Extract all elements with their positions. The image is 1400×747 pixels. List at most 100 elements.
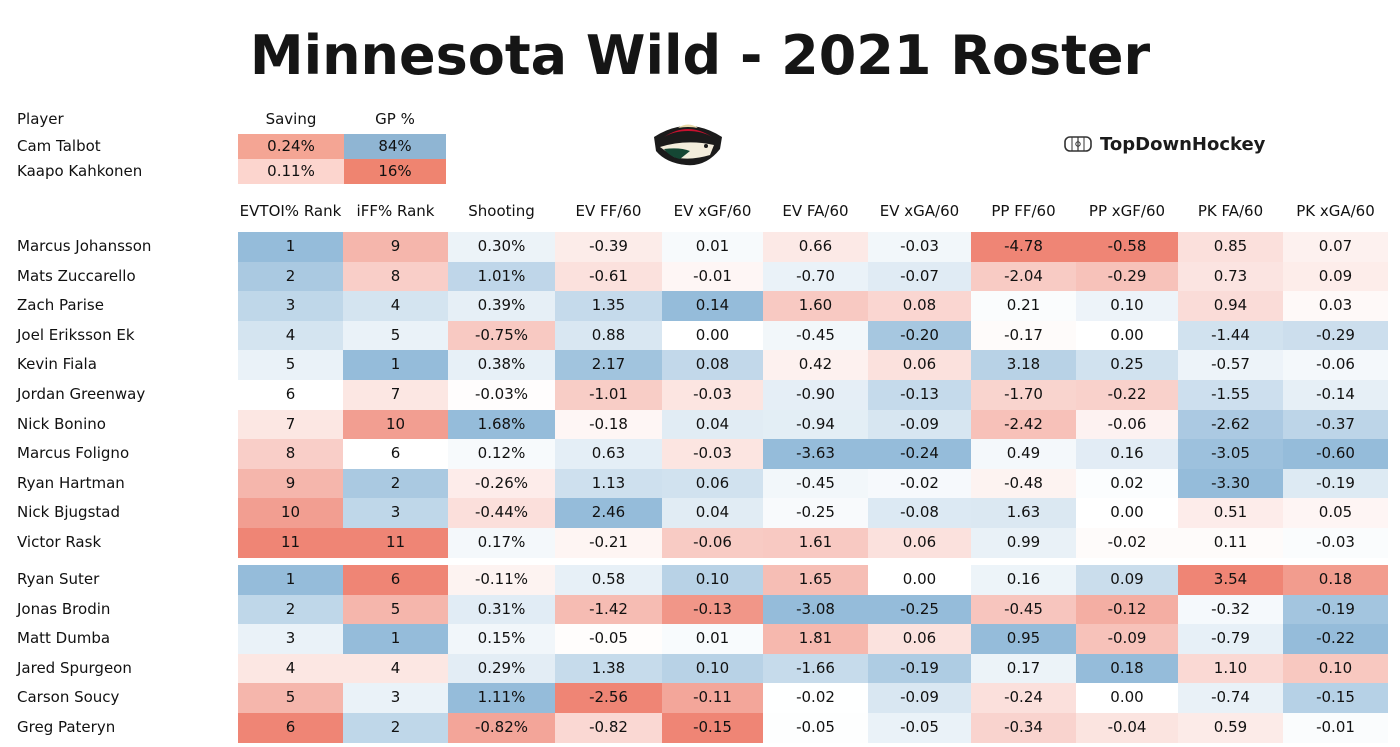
stat-cell: 0.21 [971, 291, 1076, 321]
stat-cell: 0.04 [662, 498, 763, 528]
stat-cell: 1.38 [555, 653, 662, 684]
stat-cell: -0.82% [448, 713, 555, 743]
column-header: iFF% Rank [356, 202, 435, 220]
stat-cell: 1.10 [1178, 653, 1283, 684]
stat-cell: -0.09 [1076, 624, 1178, 654]
stat-cell: 0.17 [971, 653, 1076, 684]
stat-cell: -2.62 [1178, 409, 1283, 440]
column-header: PK FA/60 [1197, 202, 1264, 220]
column-header: EV FF/60 [575, 202, 642, 220]
player-name: Greg Pateryn [17, 718, 116, 736]
brand: TopDownHockey [1064, 132, 1265, 156]
stat-cell: -0.82 [555, 713, 662, 743]
stat-cell: 0.18 [1076, 653, 1178, 684]
stat-cell: 0.10 [662, 565, 763, 595]
stat-cell: 0.16 [1076, 439, 1178, 469]
stat-cell: -0.01 [662, 261, 763, 292]
stat-cell: 0.00 [868, 565, 971, 595]
stat-cell: -1.01 [555, 380, 662, 410]
stat-cell: 0.04 [662, 409, 763, 440]
stat-cell: -0.03 [662, 439, 763, 469]
player-name: Victor Rask [17, 533, 102, 551]
stat-cell: -0.03 [662, 380, 763, 410]
stat-cell: -3.30 [1178, 468, 1283, 499]
stat-cell: -0.24 [971, 683, 1076, 713]
stat-cell: 2 [343, 468, 448, 499]
stat-cell: 5 [238, 350, 343, 380]
stat-cell: 0.30% [448, 232, 555, 262]
stat-cell: 0.09 [1076, 565, 1178, 595]
stat-cell: -0.15 [662, 713, 763, 743]
goalie-header-gp: GP % [375, 110, 415, 128]
stat-cell: -0.79 [1178, 624, 1283, 654]
goalie-gp-cell: 16% [344, 159, 446, 184]
stat-cell: 0.88 [555, 320, 662, 351]
player-name: Nick Bonino [17, 414, 106, 433]
stat-cell: 1 [343, 350, 448, 380]
goalie-header-saving: Saving [265, 110, 317, 128]
stat-cell: 0.95 [971, 624, 1076, 654]
stat-cell: 2.17 [555, 350, 662, 380]
stat-cell: 5 [343, 320, 448, 351]
stat-cell: -0.02 [868, 468, 971, 499]
stat-cell: 1.60 [763, 291, 868, 321]
player-name: Marcus Foligno [17, 444, 130, 463]
stat-cell: -0.57 [1178, 350, 1283, 380]
stat-cell: 2 [238, 261, 343, 292]
stat-cell: -0.34 [971, 713, 1076, 743]
stat-cell: -0.03 [868, 232, 971, 262]
stat-cell: -0.02 [1076, 528, 1178, 558]
stat-cell: 1.13 [555, 468, 662, 499]
player-name: Ryan Suter [17, 570, 100, 588]
stat-cell: 0.31% [448, 594, 555, 625]
stat-cell: 0.16 [971, 565, 1076, 595]
stat-cell: 1.68% [448, 409, 555, 440]
stat-cell: 2 [238, 594, 343, 625]
stat-cell: -0.48 [971, 468, 1076, 499]
stat-cell: 10 [343, 409, 448, 440]
stat-cell: -3.08 [763, 594, 868, 625]
stat-cell: -0.45 [763, 320, 868, 351]
stat-cell: 0.59 [1178, 713, 1283, 743]
stat-cell: 0.63 [555, 439, 662, 469]
page-title: Minnesota Wild - 2021 Roster [249, 24, 1151, 87]
stat-cell: -0.39 [555, 232, 662, 262]
stat-cell: -2.04 [971, 261, 1076, 292]
stat-cell: -0.60 [1283, 439, 1388, 469]
stat-cell: 0.03 [1283, 291, 1388, 321]
stat-cell: 2 [343, 713, 448, 743]
stat-cell: -0.22 [1076, 380, 1178, 410]
stat-cell: 4 [238, 653, 343, 684]
column-header: EVTOI% Rank [239, 202, 342, 220]
stat-cell: 0.18 [1283, 565, 1388, 595]
stat-cell: -0.21 [555, 528, 662, 558]
stat-cell: 0.06 [868, 528, 971, 558]
stat-cell: 9 [238, 468, 343, 499]
player-name: Ryan Hartman [17, 473, 125, 492]
stat-cell: -0.11% [448, 565, 555, 595]
stat-cell: -0.03% [448, 380, 555, 410]
player-name: Jonas Brodin [17, 599, 111, 618]
player-name: Joel Eriksson Ek [17, 325, 135, 344]
stat-cell: -0.29 [1076, 261, 1178, 292]
stat-cell: -0.11 [662, 683, 763, 713]
goalie-gp-cell: 84% [344, 134, 446, 159]
stat-cell: -0.19 [868, 653, 971, 684]
stat-cell: 0.85 [1178, 232, 1283, 262]
column-header: EV FA/60 [782, 202, 849, 220]
stat-cell: -3.05 [1178, 439, 1283, 469]
stat-cell: 0.99 [971, 528, 1076, 558]
column-header: EV xGA/60 [879, 202, 960, 220]
stat-cell: -0.75% [448, 320, 555, 351]
stat-cell: 0.07 [1283, 232, 1388, 262]
stat-cell: -2.42 [971, 409, 1076, 440]
player-name: Marcus Johansson [17, 237, 152, 255]
stat-cell: -0.03 [1283, 528, 1388, 558]
player-name: Carson Soucy [17, 688, 120, 707]
stat-cell: 1.11% [448, 683, 555, 713]
column-header: PP FF/60 [991, 202, 1056, 220]
player-name: Jared Spurgeon [17, 658, 132, 677]
stat-cell: -0.29 [1283, 320, 1388, 351]
stat-cell: -0.09 [868, 683, 971, 713]
stat-cell: -0.02 [763, 683, 868, 713]
